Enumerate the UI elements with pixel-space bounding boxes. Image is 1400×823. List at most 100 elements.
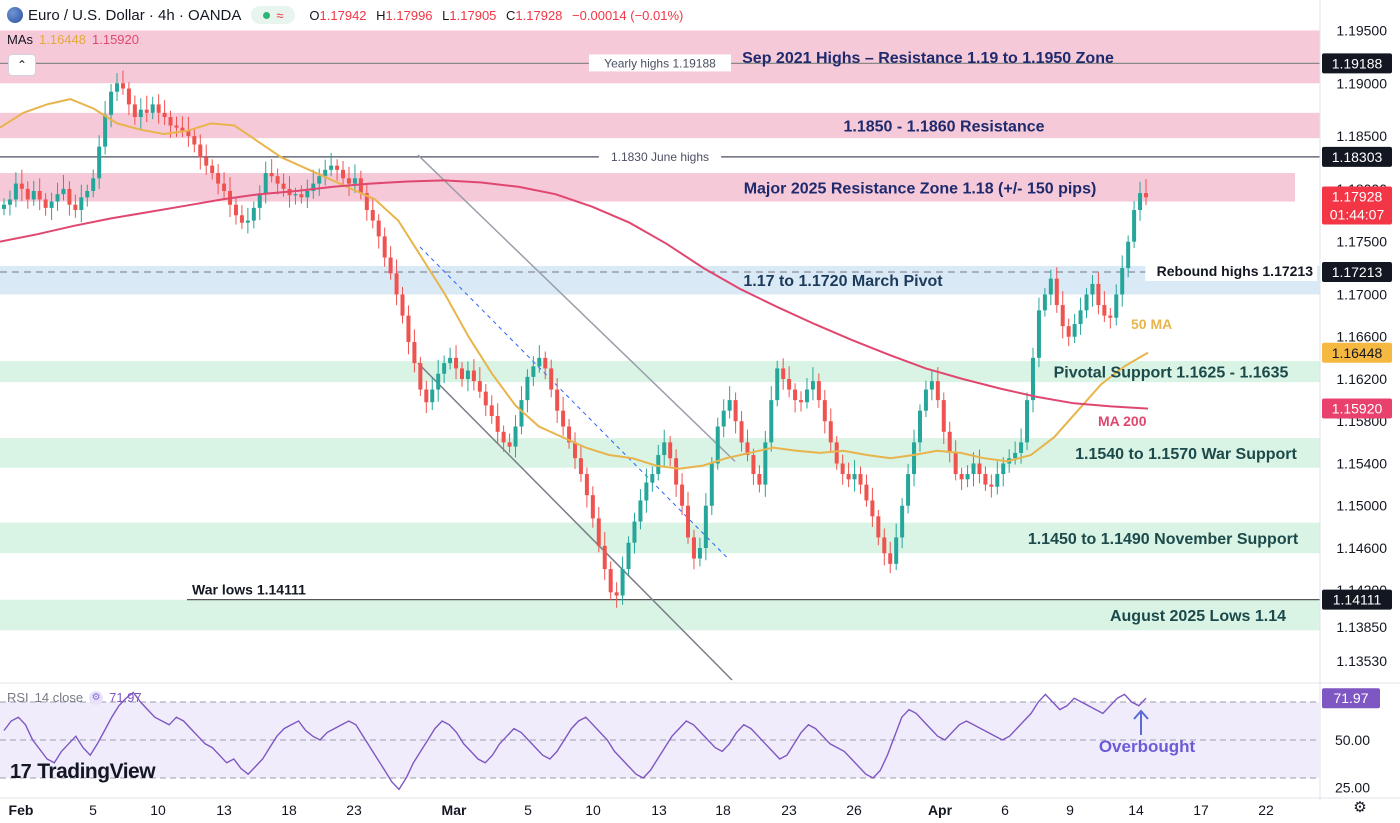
candle-body <box>132 104 137 118</box>
chart-settings-gear-icon[interactable]: ⚙ <box>1353 799 1367 816</box>
candle-body <box>233 204 238 216</box>
candle <box>1060 291 1065 339</box>
candle <box>620 556 625 605</box>
price-axis: 1.195001.190001.185001.180001.175001.170… <box>1319 0 1387 800</box>
candle-body <box>697 547 702 559</box>
candle-body <box>977 463 982 475</box>
candle-body <box>876 516 881 538</box>
candle-body <box>109 91 114 115</box>
ma200-value: 1.15920 <box>92 32 139 47</box>
rsi-legend[interactable]: RSI 14 close ⚙ 71.97 <box>7 690 142 705</box>
candle <box>25 181 30 209</box>
candle-body <box>388 257 393 274</box>
candle <box>263 161 268 204</box>
tradingview-mark-icon: 17 <box>10 760 32 783</box>
candle <box>626 536 631 576</box>
candle-body <box>858 474 863 485</box>
level-label-bg <box>589 54 731 72</box>
candle <box>578 445 583 482</box>
candle-body <box>531 366 536 377</box>
time-tick: 17 <box>1193 802 1209 818</box>
candle-body <box>751 455 756 475</box>
price-tick: 1.16200 <box>1336 371 1387 387</box>
candle <box>691 529 696 570</box>
symbol-title[interactable]: Euro / U.S. Dollar · 4h · OANDA <box>28 6 242 24</box>
candle-body <box>1144 193 1148 198</box>
rsi-line <box>3 691 1147 791</box>
candle-body <box>507 442 512 447</box>
candle-body <box>894 537 899 564</box>
price-badge-text: 1.14111 <box>1333 592 1382 608</box>
zones-layer <box>0 30 1320 631</box>
candle <box>876 509 881 546</box>
candle-body <box>448 357 453 364</box>
time-tick: Apr <box>928 802 953 818</box>
candle-body <box>953 452 958 475</box>
mas-legend[interactable]: MAs 1.16448 1.15920 <box>7 32 139 47</box>
candle <box>561 396 566 436</box>
candle-body <box>382 236 387 258</box>
candle-body <box>537 357 542 367</box>
tradingview-wordmark: TradingView <box>37 760 156 783</box>
zone-band <box>0 361 1320 383</box>
candle-body <box>793 389 798 401</box>
candle <box>251 201 256 229</box>
candle-body <box>923 389 928 411</box>
ma50-value: 1.16448 <box>39 32 86 47</box>
candle <box>703 493 708 561</box>
candle-body <box>358 178 363 194</box>
candle-body <box>674 458 679 485</box>
rsi-settings-icon[interactable]: ⚙ <box>89 690 104 705</box>
candle <box>870 487 875 528</box>
chevron-up-icon: ⌃ <box>16 58 28 72</box>
candle <box>1048 269 1053 306</box>
candle-body <box>19 183 24 189</box>
candle-body <box>471 370 476 382</box>
candle-body <box>680 484 685 506</box>
candle <box>388 246 393 280</box>
tradingview-logo[interactable]: 17 TradingView <box>10 760 156 784</box>
candle-body <box>1001 463 1006 475</box>
candle <box>858 466 863 494</box>
candle <box>436 359 441 402</box>
candle-body <box>555 389 560 411</box>
candle-body <box>929 381 934 390</box>
time-tick: 5 <box>524 802 532 818</box>
candle <box>674 449 679 497</box>
candle <box>781 358 786 390</box>
ohlc-readout: O1.17942 H1.17996 L1.17905 C1.17928 −0.0… <box>309 7 684 23</box>
candle <box>418 356 423 396</box>
candle <box>816 373 821 408</box>
candle-body <box>305 190 310 198</box>
rsi-badge-bg <box>1322 688 1380 709</box>
candle-body <box>269 173 274 177</box>
candle <box>115 73 120 102</box>
level-label: Rebound highs 1.17213 <box>1157 263 1314 279</box>
price-badge-bg <box>1322 398 1392 419</box>
candle <box>382 227 387 267</box>
ma50-line <box>0 98 1149 470</box>
candle <box>1114 284 1119 326</box>
collapse-legend-button[interactable]: ⌃ <box>8 54 36 76</box>
candle-body <box>370 210 375 221</box>
candle-body <box>2 204 6 209</box>
candle <box>947 421 952 463</box>
price-badge-bg <box>1322 146 1392 167</box>
candle <box>2 198 6 216</box>
candle <box>989 474 994 498</box>
candle-body <box>1102 305 1107 316</box>
candle-body <box>1019 442 1024 453</box>
zone-label: Sep 2021 Highs – Resistance 1.19 to 1.19… <box>742 50 1114 67</box>
candle <box>37 178 42 211</box>
candle <box>513 415 518 458</box>
candle <box>668 436 673 467</box>
price-tick: 1.19000 <box>1336 75 1387 91</box>
candle-body <box>168 117 173 126</box>
candle-body <box>79 197 84 210</box>
candle <box>430 378 435 411</box>
market-status-pill[interactable]: ≈ <box>251 6 296 24</box>
candle-body <box>1048 278 1053 295</box>
candle <box>590 486 595 528</box>
candle-body <box>519 400 524 427</box>
